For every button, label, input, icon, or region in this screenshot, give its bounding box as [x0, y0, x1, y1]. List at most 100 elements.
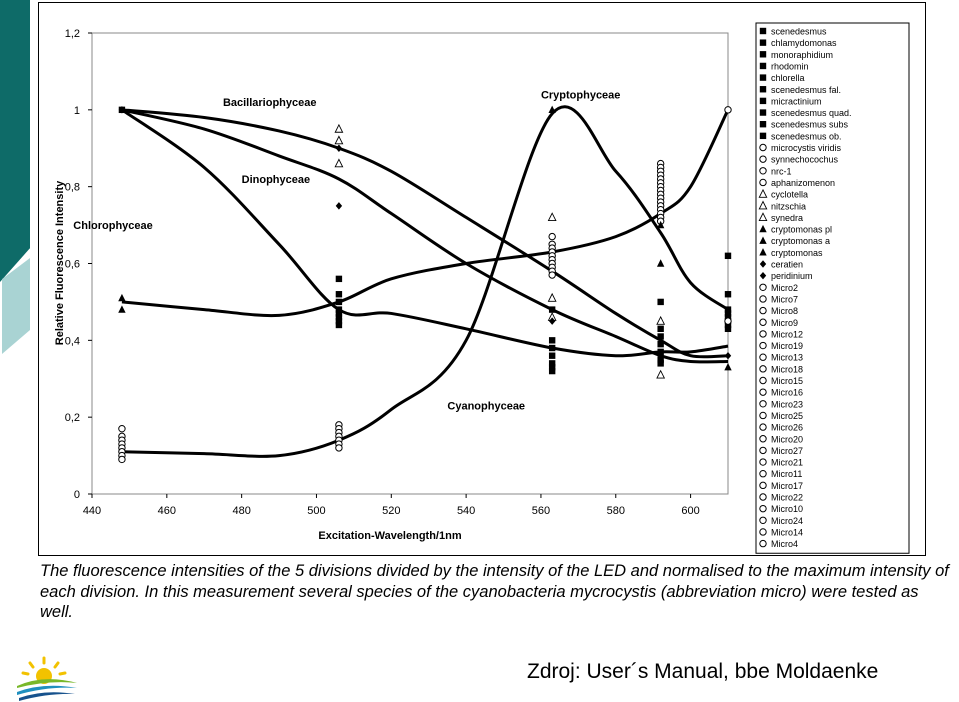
legend-marker: [759, 143, 767, 152]
legend-marker: [758, 200, 768, 210]
data-point-cryptophyceae: [118, 293, 126, 302]
legend-item-label: cyclotella: [771, 190, 808, 200]
legend-marker: [759, 132, 767, 140]
data-point-chlorophyceae: [335, 291, 343, 298]
x-tick-label: 580: [607, 505, 625, 517]
legend-item-label: synedra: [771, 213, 803, 223]
x-tick-label: 480: [232, 505, 250, 517]
data-point-chlorophyceae: [724, 310, 732, 317]
legend-marker: [759, 411, 767, 420]
data-point-chlorophyceae: [335, 298, 343, 306]
legend-marker: [759, 27, 767, 35]
data-point-chlorophyceae: [657, 333, 664, 340]
data-point-dinophyceae: [335, 144, 343, 152]
legend-item-label: cryptomonas pl: [771, 225, 832, 235]
legend-marker: [759, 353, 767, 361]
legend-marker: [759, 224, 767, 233]
legend-marker: [759, 283, 767, 291]
data-point-chlorophyceae: [335, 306, 343, 313]
legend-item-label: Micro22: [771, 493, 803, 503]
data-point-chlorophyceae: [335, 321, 343, 329]
legend-marker: [759, 62, 767, 70]
legend-item-label: nrc-1: [771, 166, 792, 176]
data-point-chlorophyceae: [724, 314, 732, 321]
legend-item-label: Micro17: [771, 481, 803, 491]
data-point-chlorophyceae: [724, 306, 732, 313]
data-point-chlorophyceae: [657, 356, 664, 363]
data-point-dinophyceae: [724, 352, 732, 360]
legend-marker: [759, 388, 767, 396]
data-point-chlorophyceae: [724, 252, 732, 260]
curve-label-cyanophyceae: Cyanophyceae: [447, 400, 525, 412]
data-point-chlorophyceae: [724, 291, 732, 298]
legend-item-label: Micro15: [771, 376, 803, 386]
data-point-bacillariophyceae: [334, 123, 344, 133]
data-point-dinophyceae: [548, 317, 556, 325]
legend-item-label: Micro14: [771, 527, 803, 537]
legend-marker: [759, 493, 767, 501]
data-point-cyanophyceae: [548, 232, 556, 241]
y-tick-label: 1: [74, 105, 80, 117]
data-point-chlorophyceae: [657, 360, 664, 367]
y-tick-label: 0,4: [65, 335, 80, 347]
legend-box: [755, 22, 910, 554]
data-point-bacillariophyceae: [547, 292, 557, 302]
plot-area: [91, 32, 729, 495]
data-point-chlorophyceae: [335, 317, 343, 325]
data-point-chlorophyceae: [548, 337, 556, 344]
data-point-bacillariophyceae: [334, 158, 344, 168]
legend-marker: [759, 39, 767, 46]
figure-caption: The fluorescence intensities of the 5 di…: [40, 562, 949, 621]
data-point-cyanophyceae: [548, 271, 556, 279]
data-point-cyanophyceae: [118, 455, 126, 464]
data-point-cyanophyceae: [724, 106, 732, 114]
x-tick-label: 500: [307, 505, 325, 517]
legend-item-label: chlorella: [771, 73, 805, 83]
curve-label-chlorophyceae: Chlorophyceae: [73, 220, 152, 232]
x-tick-label: 460: [158, 505, 176, 517]
legend-item-label: Micro13: [771, 353, 803, 363]
curve-cyanophyceae: [121, 105, 729, 458]
legend-marker: [759, 271, 767, 280]
data-point-bacillariophyceae: [656, 315, 666, 325]
legend-item-label: rhodomin: [771, 61, 809, 71]
legend-marker: [759, 109, 767, 116]
data-point-bacillariophyceae: [334, 135, 344, 145]
legend-item-label: chlamydomonas: [771, 38, 837, 48]
data-point-chlorophyceae: [548, 367, 556, 375]
data-point-chlorophyceae: [548, 352, 556, 359]
legend-marker: [759, 86, 767, 93]
legend-item-label: Micro16: [771, 388, 803, 398]
legend-item-label: Micro9: [771, 318, 798, 328]
legend-marker: [758, 188, 768, 198]
fluorescence-chart: 0 0,2 0,4 0,6 0,8 1 1,2 440 460 480 500 520 540 560 58…: [54, 22, 910, 554]
data-point-chlorophyceae: [657, 340, 664, 348]
data-point-chlorophyceae: [724, 321, 732, 329]
data-point-chlorophyceae: [657, 298, 664, 306]
data-point-cyanophyceae: [335, 444, 343, 452]
curve-dinophyceae: [121, 108, 729, 364]
legend-item-label: cryptomonas: [771, 248, 823, 258]
data-point-chlorophyceae: [657, 325, 664, 333]
legend-marker: [759, 121, 767, 128]
data-point-cryptophyceae: [656, 259, 665, 267]
legend-marker: [759, 539, 767, 548]
data-point-chlorophyceae: [724, 325, 732, 333]
legend-marker: [759, 400, 767, 408]
data-point-chlorophyceae: [335, 275, 343, 283]
y-axis-label: Relative Fluorescence Intensity: [54, 180, 66, 345]
legend-item-label: Micro24: [771, 516, 803, 526]
legend-item-label: micractinium: [771, 96, 822, 106]
data-point-chlorophyceae: [335, 310, 343, 317]
legend-item-label: microcystis viridis: [771, 143, 842, 153]
legend-item-label: Micro19: [771, 341, 803, 351]
data-point-cyanophyceae: [118, 424, 126, 433]
curve-cryptophyceae: [121, 108, 729, 358]
legend-item-label: cryptomonas a: [771, 236, 830, 246]
legend-marker: [759, 330, 767, 338]
legend-item-label: peridinium: [771, 271, 813, 281]
y-tick-label: 1,2: [65, 28, 80, 40]
legend-marker: [759, 248, 767, 256]
legend-marker: [759, 295, 767, 303]
y-tick-label: 0,6: [65, 259, 80, 271]
